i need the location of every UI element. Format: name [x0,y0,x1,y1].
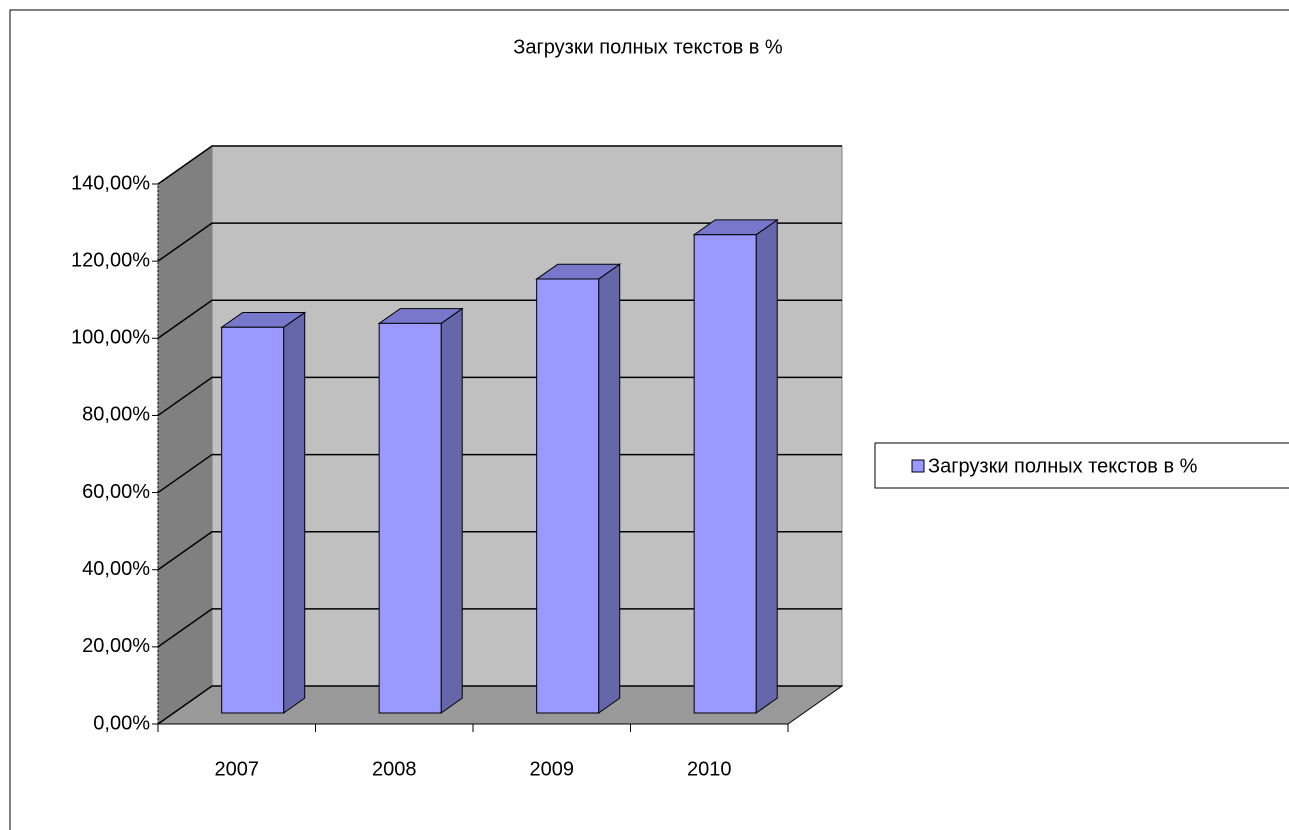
bar [536,278,600,714]
x-tick-label: 2008 [372,758,417,780]
bar-side [755,218,778,714]
legend-box [874,442,1289,489]
bar [221,326,285,714]
grid-line [157,685,842,725]
legend-label: Загрузки полных текстов в % [928,455,1198,477]
grid-line [157,145,842,185]
grid-line [157,222,842,262]
legend-swatch [911,459,925,473]
grid-line [157,453,842,494]
grid-line [157,530,842,571]
grid-line [157,376,842,417]
y-tick-label: 60,00% [82,481,150,503]
y-tick-label: 120,00% [71,249,150,271]
x-tick-label: 2009 [530,758,575,780]
bar-side [440,307,463,714]
bar-side [283,311,306,714]
y-tick-label: 140,00% [71,172,150,194]
bar [378,322,442,714]
y-tick-label: 100,00% [71,327,150,349]
y-tick-label: 20,00% [82,635,150,657]
grid-line [157,299,842,339]
x-tick-label: 2007 [215,758,260,780]
x-tick-label: 2010 [687,758,732,780]
grid-line [157,608,842,648]
side-wall [157,145,213,725]
chart-title: Загрузки полных текстов в % [513,36,783,58]
bar-side [598,263,621,714]
y-tick-label: 40,00% [82,558,150,580]
y-tick-label: 0,00% [93,712,150,734]
bar [693,234,757,714]
y-tick-label: 80,00% [82,404,150,426]
